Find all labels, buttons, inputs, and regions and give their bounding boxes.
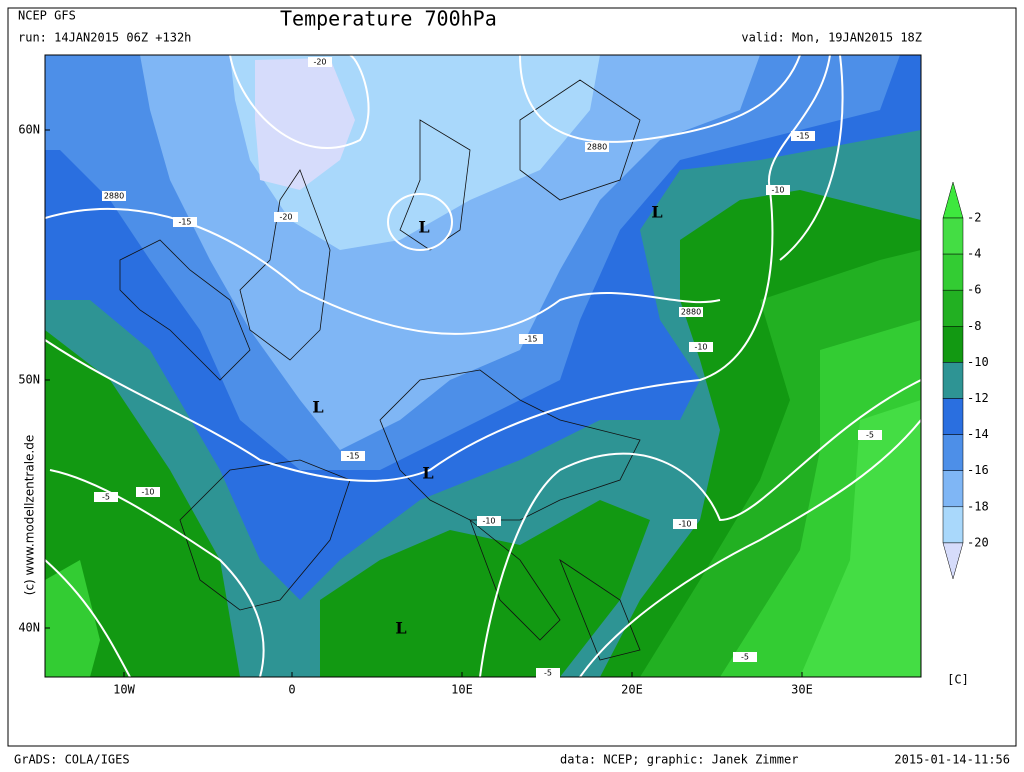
contour-label: -5 <box>102 493 110 502</box>
field <box>45 560 100 677</box>
colorbar-label: -14 <box>967 427 989 441</box>
timestamp: 2015-01-14-11:56 <box>894 753 1010 767</box>
map-border <box>44 54 922 678</box>
colorbar-label: -10 <box>967 355 989 369</box>
contour-label-bg <box>519 334 543 344</box>
field <box>800 400 921 677</box>
contour <box>479 379 921 677</box>
colorbar-label: -8 <box>967 319 981 333</box>
contour-label-bg <box>585 142 609 152</box>
contour-label-bg <box>673 519 697 529</box>
colorbar-label: -18 <box>967 499 989 513</box>
contour-label: 2880 <box>104 192 124 201</box>
contour-label-bg <box>733 652 757 662</box>
contour-label-bg <box>274 212 298 222</box>
contour-label-bg <box>94 492 118 502</box>
colorbar-label: -20 <box>967 535 989 549</box>
contour-label: -5 <box>544 669 552 678</box>
low-marker: L <box>422 464 433 483</box>
contour-label: -10 <box>482 517 495 526</box>
colorbar-label: -6 <box>967 283 981 297</box>
field <box>255 58 355 190</box>
contour-label-bg <box>679 307 703 317</box>
contour-label-bg <box>766 185 790 195</box>
colorbar-cap <box>942 542 964 580</box>
lat-label: 60N <box>18 123 40 137</box>
contour-label-bg <box>341 451 365 461</box>
contour-label: -10 <box>771 186 784 195</box>
colorbar-box <box>942 362 964 399</box>
contour <box>45 207 721 335</box>
colorbar-box <box>942 398 964 435</box>
contour-label-bg <box>173 217 197 227</box>
lon-label: 30E <box>791 683 813 697</box>
lat-label: 40N <box>18 621 40 635</box>
credit: data: NCEP; graphic: Janek Zimmer <box>560 753 798 767</box>
colorbar-box <box>942 506 964 544</box>
contour-label: -5 <box>866 431 874 440</box>
contour-label-bg <box>102 191 126 201</box>
colorbar-box <box>942 434 964 471</box>
contour-label: -15 <box>524 335 537 344</box>
colorbar-box <box>942 217 964 255</box>
contour <box>45 55 921 677</box>
contour-label-bg <box>536 668 560 678</box>
colorbar-box <box>942 326 964 363</box>
lon-label: 10W <box>113 683 135 697</box>
model: NCEP GFS <box>18 9 76 23</box>
colorbar-label: -2 <box>967 211 981 225</box>
contour <box>387 193 453 251</box>
contour-label-bg <box>689 342 713 352</box>
contour-label-bg <box>136 487 160 497</box>
contour-label: -10 <box>694 343 707 352</box>
colorbar-box <box>942 253 964 291</box>
contour-label-bg <box>308 57 332 67</box>
contour-label: -10 <box>678 520 691 529</box>
contour-label: -20 <box>279 213 292 222</box>
contour-label-bg <box>791 131 815 141</box>
contour-label: 2880 <box>587 143 607 152</box>
map <box>45 55 921 677</box>
contour-label-bg <box>477 516 501 526</box>
lat-label: 50N <box>18 373 40 387</box>
colorbar-label: -12 <box>967 391 989 405</box>
lon-label: 10E <box>451 683 473 697</box>
low-marker: L <box>418 218 429 237</box>
contour <box>49 469 265 677</box>
title: Temperature 700hPa <box>280 7 497 31</box>
lon-label: 0 <box>288 683 295 697</box>
contour-label: -15 <box>178 218 191 227</box>
software: GrADS: COLA/IGES <box>14 753 130 767</box>
unit: [C] <box>947 673 969 687</box>
colorbar-label: -16 <box>967 463 989 477</box>
contour-label: -15 <box>796 132 809 141</box>
watermark: (c) www.modellzentrale.de <box>23 435 37 595</box>
contour-label: -15 <box>346 452 359 461</box>
valid: valid: Mon, 19JAN2015 18Z <box>741 31 922 45</box>
coastline <box>119 79 641 661</box>
contour-label-bg <box>858 430 882 440</box>
contour-label: -20 <box>313 58 326 67</box>
contour <box>519 55 801 143</box>
field <box>45 330 240 677</box>
run: run: 14JAN2015 06Z +132h <box>18 31 191 45</box>
contour-label: -5 <box>741 653 749 662</box>
colorbar-box <box>942 289 964 327</box>
field <box>320 500 650 677</box>
lon-label: 20E <box>621 683 643 697</box>
contour <box>229 55 370 149</box>
contour-label: -10 <box>141 488 154 497</box>
low-marker: L <box>312 398 323 417</box>
colorbar-label: -4 <box>967 247 981 261</box>
low-marker: L <box>651 203 662 222</box>
colorbar-box <box>942 470 964 508</box>
low-marker: L <box>395 619 406 638</box>
contour-label: 2880 <box>681 308 701 317</box>
